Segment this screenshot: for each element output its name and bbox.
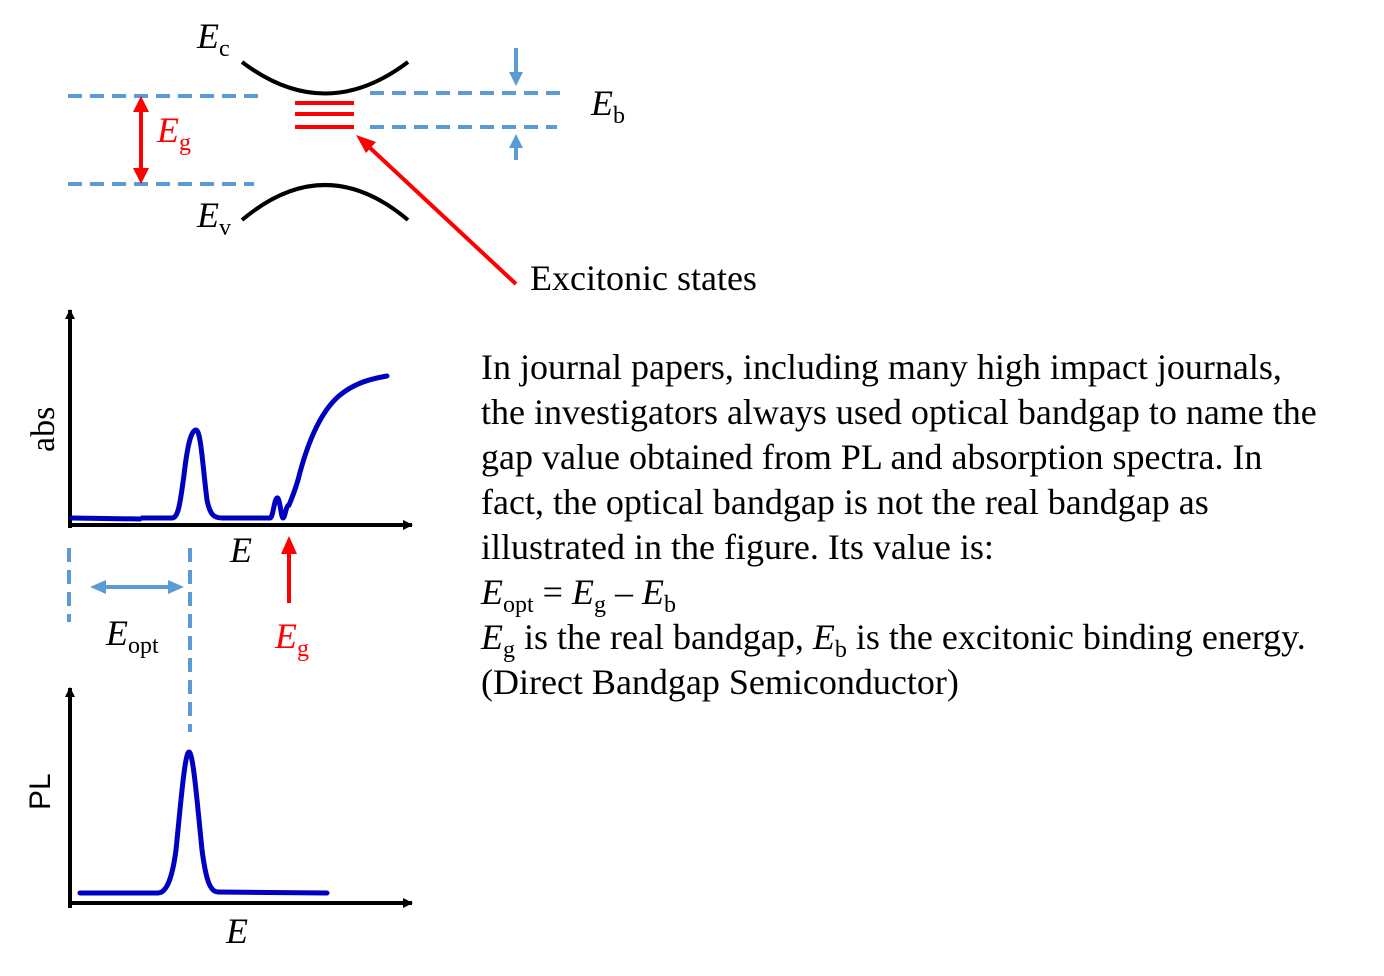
text-line-1: In journal papers, including many high i… (481, 347, 1282, 387)
text-line-last: (Direct Bandgap Semiconductor) (481, 662, 959, 702)
pl-x-label: E (225, 911, 248, 951)
eg-marker-arrow (281, 536, 297, 603)
definition-line: Eg is the real bandgap, Eb is the excito… (481, 617, 1306, 663)
text-line-3: gap value obtained from PL and absorptio… (481, 437, 1263, 477)
ec-label: Ec (196, 16, 230, 62)
eb-down-arrow (509, 48, 523, 86)
eb-up-arrow (509, 134, 523, 160)
valence-band-curve (240, 183, 410, 222)
explanation-paragraph: In journal papers, including many high i… (481, 345, 1381, 705)
eg-double-arrow (133, 96, 149, 184)
abs-x-label: E (229, 530, 252, 570)
eb-label: Eb (590, 83, 625, 129)
pl-plot: PL E (24, 687, 413, 951)
eg-marker-label: Eg (274, 616, 309, 662)
excitonic-states-label: Excitonic states (530, 258, 757, 298)
abs-y-label: abs (25, 407, 62, 452)
text-line-5: illustrated in the figure. Its value is: (481, 527, 994, 567)
conduction-band-curve (240, 60, 410, 96)
excitonic-pointer-arrow (356, 135, 518, 286)
eopt-double-arrow (90, 580, 184, 594)
ev-label: Ev (196, 195, 231, 241)
abs-plot: abs E Eg Eopt (25, 309, 413, 732)
equation-line: Eopt = Eg – Eb (481, 572, 676, 618)
pl-y-label: PL (24, 773, 57, 810)
text-line-4: fact, the optical bandgap is not the rea… (481, 482, 1209, 522)
eopt-label: Eopt (105, 613, 159, 659)
pl-spectrum-curve (77, 749, 330, 896)
band-diagram: Ec Ev Eg Eb Excitonic states (68, 16, 757, 298)
eg-label: Eg (156, 110, 191, 156)
text-line-2: the investigators always used optical ba… (481, 392, 1317, 432)
abs-spectrum-curve (69, 373, 390, 522)
